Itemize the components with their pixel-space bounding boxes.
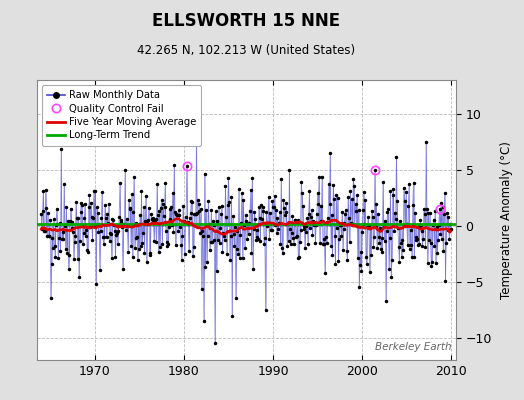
Legend: Raw Monthly Data, Quality Control Fail, Five Year Moving Average, Long-Term Tren: Raw Monthly Data, Quality Control Fail, …	[42, 85, 201, 146]
Y-axis label: Temperature Anomaly (°C): Temperature Anomaly (°C)	[500, 141, 514, 299]
Text: 42.265 N, 102.213 W (United States): 42.265 N, 102.213 W (United States)	[137, 44, 355, 57]
Text: Berkeley Earth: Berkeley Earth	[375, 342, 452, 352]
Text: ELLSWORTH 15 NNE: ELLSWORTH 15 NNE	[152, 12, 341, 30]
